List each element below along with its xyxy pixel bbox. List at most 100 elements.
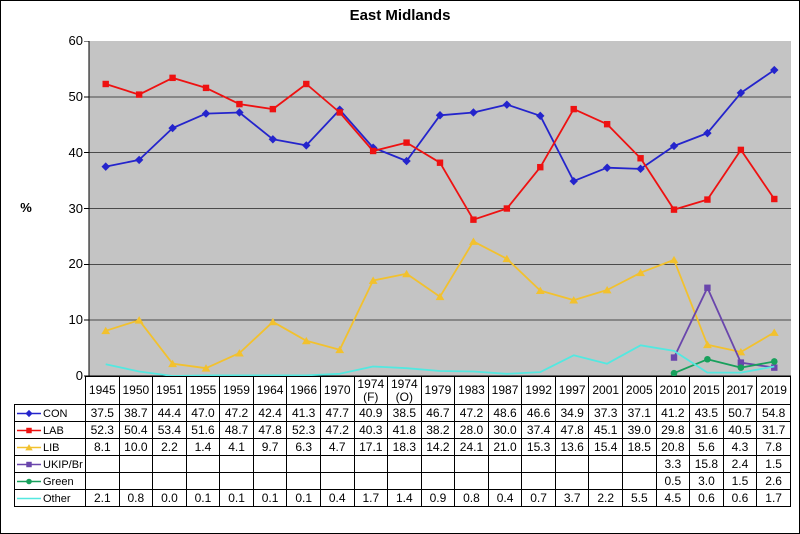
value-cell: 39.0 [622, 421, 657, 439]
value-cell [454, 472, 489, 490]
value-cell [252, 455, 288, 473]
value-cell [588, 455, 623, 473]
value-cell: 2.4 [722, 455, 758, 473]
value-cell: 0.4 [487, 489, 523, 507]
value-cell [454, 455, 489, 473]
table-row-CON: CON 37.5 38.7 44.4 47.0 47.2 42.4 41.3 47.7 40.9 3… [14, 404, 791, 422]
value-cell: 47.8 [252, 421, 288, 439]
value-cell: 0.8 [118, 489, 154, 507]
value-cell: 9.7 [252, 438, 288, 456]
value-cell: 14.2 [420, 438, 456, 456]
value-cell: 0.0 [152, 489, 187, 507]
value-cell: 0.7 [521, 489, 556, 507]
value-cell: 6.3 [286, 438, 321, 456]
value-cell: 4.7 [319, 438, 355, 456]
value-cell: 24.1 [454, 438, 489, 456]
value-cell: 0.4 [319, 489, 355, 507]
value-cell: 1.4 [387, 489, 422, 507]
value-cell: 40.5 [722, 421, 758, 439]
value-cell: 50.4 [118, 421, 154, 439]
year-header: 1951 [152, 376, 187, 405]
value-cell [588, 472, 623, 490]
CON-marker-icon [17, 409, 41, 418]
data-table: 1945 1950 1951 1955 1959 1964 1966 1970 1974 (F) 1… [14, 376, 791, 507]
value-cell: 47.2 [454, 404, 489, 422]
value-cell [554, 455, 590, 473]
series-name: Other [43, 493, 71, 505]
table-corner-cell [15, 377, 86, 405]
value-cell: 41.2 [655, 404, 691, 422]
value-cell [118, 455, 154, 473]
y-tick-label: 40 [68, 144, 83, 160]
value-cell: 5.5 [622, 489, 657, 507]
value-cell [118, 472, 154, 490]
value-cell [353, 472, 389, 490]
value-cell [521, 455, 556, 473]
value-cell: 0.5 [655, 472, 691, 490]
y-tick-label: 10 [68, 312, 83, 328]
year-header: 1987 [487, 376, 523, 405]
LIB-marker-icon [17, 444, 41, 451]
year-header-row: 1945 1950 1951 1955 1959 1964 1966 1970 1974 (F) 1… [15, 376, 791, 405]
value-cell: 1.7 [756, 489, 791, 507]
value-cell: 7.8 [756, 438, 791, 456]
value-cell: 1.5 [756, 455, 791, 473]
value-cell: 10.0 [118, 438, 154, 456]
value-cell [353, 455, 389, 473]
value-cell: 21.0 [487, 438, 523, 456]
value-cell: 1.4 [185, 438, 221, 456]
value-cell [85, 455, 120, 473]
year-header: 1950 [118, 376, 154, 405]
value-cell [286, 455, 321, 473]
year-header: 2005 [622, 376, 657, 405]
value-cell: 51.6 [185, 421, 221, 439]
value-cell: 2.2 [152, 438, 187, 456]
value-cell: 48.6 [487, 404, 523, 422]
value-cell: 47.0 [185, 404, 221, 422]
series-legend-cell: UKIP/Br [14, 455, 86, 473]
table-row-UKIP/Br: UKIP/Br 3.3 15.8 2.4 1.5 [14, 455, 791, 473]
year-header: 2001 [588, 376, 623, 405]
value-cell [521, 472, 556, 490]
chart-title: East Midlands [349, 7, 451, 24]
value-cell [387, 472, 422, 490]
Other-marker-icon [17, 497, 41, 500]
value-cell [185, 472, 221, 490]
year-header: 1997 [554, 376, 590, 405]
value-cell: 28.0 [454, 421, 489, 439]
series-markers-Green [670, 355, 778, 377]
value-cell: 0.6 [722, 489, 758, 507]
year-header: 1974 (O) [387, 376, 422, 405]
value-cell: 29.8 [655, 421, 691, 439]
value-cell [152, 455, 187, 473]
value-cell: 37.4 [521, 421, 556, 439]
value-cell: 0.6 [689, 489, 724, 507]
value-cell: 3.7 [554, 489, 590, 507]
year-header: 2015 [689, 376, 724, 405]
value-cell: 53.4 [152, 421, 187, 439]
value-cell: 18.5 [622, 438, 657, 456]
y-tick-label: 50 [68, 88, 83, 104]
series-name: LAB [43, 425, 64, 437]
series-name: UKIP/Br [43, 459, 83, 471]
value-cell: 15.4 [588, 438, 623, 456]
year-header: 1970 [319, 376, 355, 405]
series-legend-cell: CON [14, 404, 86, 422]
plot-area [84, 41, 791, 377]
value-cell: 38.5 [387, 404, 422, 422]
series-markers-LAB [102, 74, 778, 223]
year-header: 1992 [521, 376, 556, 405]
year-header: 1959 [219, 376, 254, 405]
value-cell: 8.1 [85, 438, 120, 456]
series-line-Other [105, 344, 775, 377]
table-row-LIB: LIB 8.1 10.0 2.2 1.4 4.1 9.7 6.3 4.7 17.1 18.3 14.2… [14, 438, 791, 456]
value-cell: 37.1 [622, 404, 657, 422]
value-cell: 3.0 [689, 472, 724, 490]
value-cell [487, 455, 523, 473]
value-cell: 50.7 [722, 404, 758, 422]
value-cell [219, 455, 254, 473]
value-cell: 52.3 [286, 421, 321, 439]
table-row-Green: Green 0.5 3.0 1.5 2.6 [14, 472, 791, 490]
table-row-LAB: LAB 52.3 50.4 53.4 51.6 48.7 47.8 52.3 47.2 40.3 4… [14, 421, 791, 439]
